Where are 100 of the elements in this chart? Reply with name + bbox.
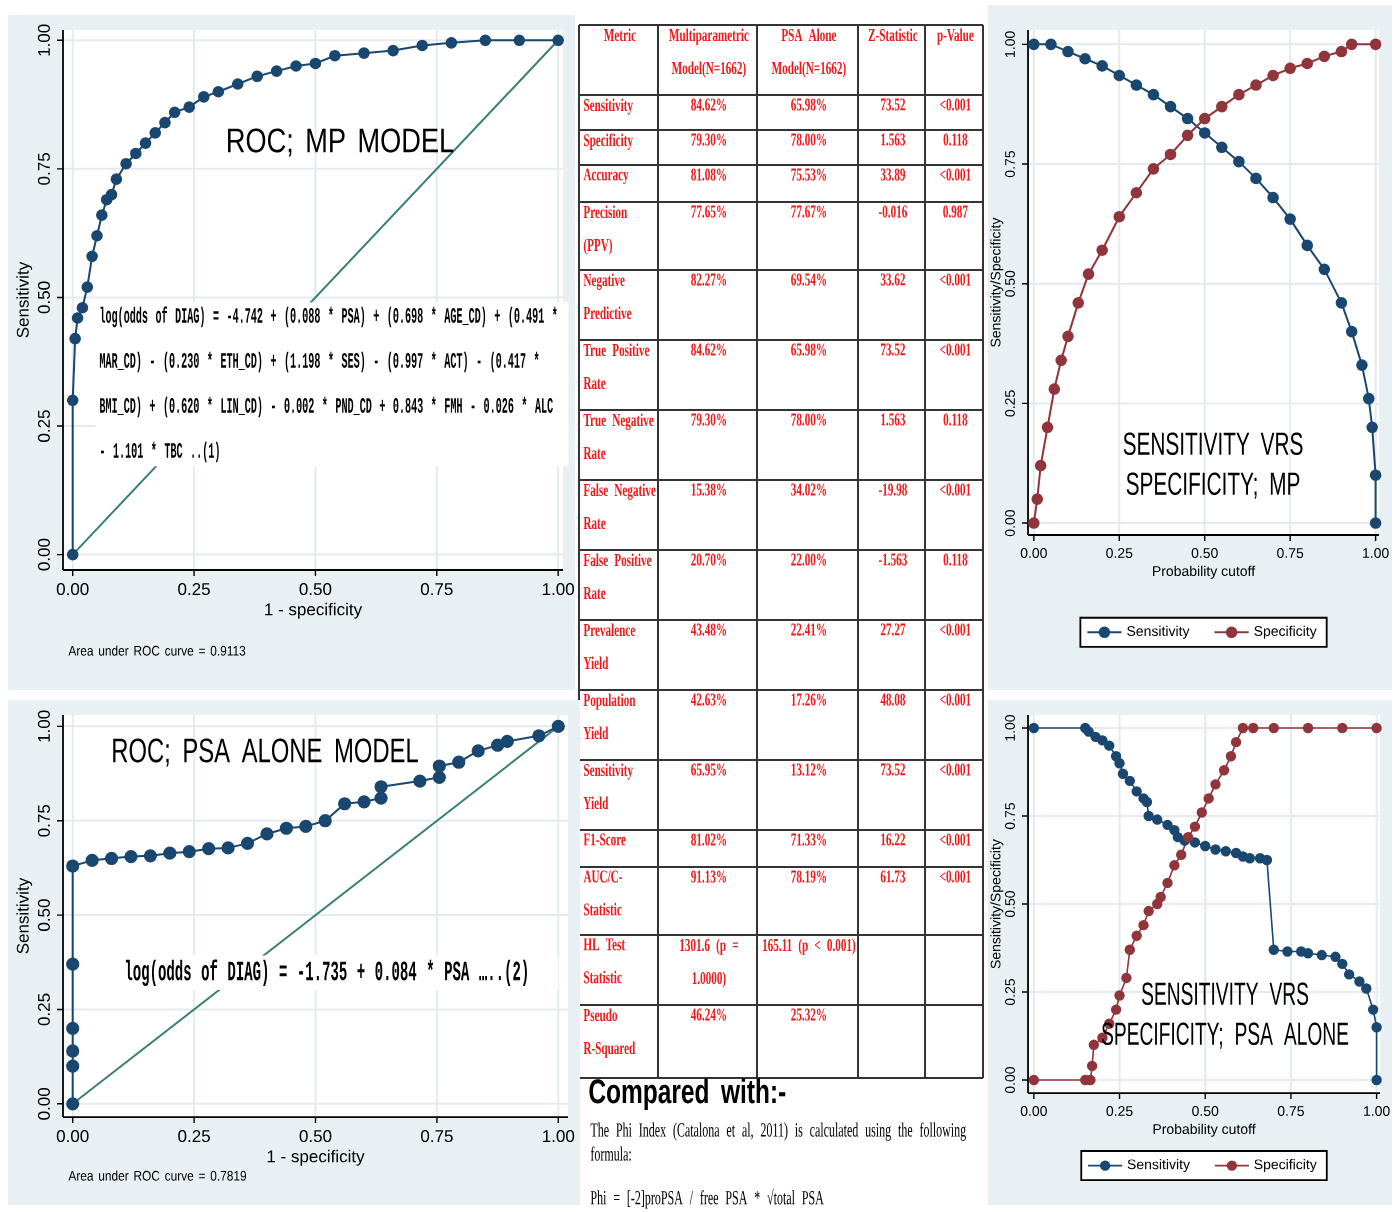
point bbox=[1028, 517, 1040, 529]
point bbox=[81, 281, 94, 293]
x-tick-label: 0.75 bbox=[421, 1130, 453, 1143]
text: <0.001 bbox=[940, 98, 971, 111]
text: 46.24% bbox=[690, 1008, 727, 1021]
point bbox=[1335, 45, 1348, 58]
category-label: Pseudo R-Squared bbox=[583, 1008, 636, 1058]
point bbox=[1237, 722, 1249, 734]
point bbox=[1371, 722, 1382, 734]
text: Area under ROC curve = 0.7819 bbox=[68, 1170, 247, 1181]
x-tick-label: 0.75 bbox=[1277, 548, 1304, 558]
point bbox=[96, 209, 108, 221]
category-label: Sensitivity Yield bbox=[583, 763, 633, 810]
text: Phi = [-2]proPSA / free PSA * √total PSA bbox=[590, 1188, 824, 1209]
x-tick-label: 0.00 bbox=[1020, 548, 1047, 558]
point bbox=[309, 57, 322, 70]
text: 0.118 bbox=[943, 553, 968, 566]
point bbox=[1113, 210, 1126, 223]
text: -1.563 bbox=[878, 553, 907, 566]
text: 84.62% bbox=[691, 98, 727, 111]
point bbox=[471, 744, 485, 758]
x-tick-label: 1.00 bbox=[542, 583, 575, 596]
point bbox=[71, 312, 84, 324]
point bbox=[1130, 186, 1143, 199]
y-tick-label: 0.50 bbox=[37, 899, 50, 931]
text: 33.89 bbox=[880, 168, 906, 181]
point bbox=[1284, 62, 1296, 75]
point bbox=[1147, 88, 1160, 101]
point bbox=[1361, 983, 1372, 994]
legend-label: Sensitivity bbox=[1127, 625, 1190, 639]
point bbox=[1045, 38, 1057, 51]
point bbox=[1096, 60, 1108, 72]
text: 65.98% bbox=[791, 343, 827, 356]
point bbox=[413, 774, 427, 788]
point bbox=[1216, 141, 1228, 154]
point bbox=[1354, 976, 1365, 987]
category-label: p-Value bbox=[937, 28, 974, 45]
text: 79.30% bbox=[691, 133, 727, 146]
point bbox=[1176, 849, 1187, 860]
category-label: False Negative Rate bbox=[583, 483, 656, 530]
point bbox=[1131, 786, 1142, 797]
point bbox=[1124, 775, 1136, 787]
point bbox=[1250, 79, 1262, 91]
text: -0.016 bbox=[878, 205, 908, 218]
point bbox=[1143, 905, 1154, 917]
point bbox=[197, 91, 210, 103]
point bbox=[552, 34, 564, 47]
text: 65.95% bbox=[691, 763, 727, 776]
y-tick-label: 0.75 bbox=[37, 153, 50, 185]
point bbox=[76, 301, 89, 314]
text: <0.001 bbox=[940, 168, 971, 181]
point bbox=[251, 70, 263, 83]
point bbox=[329, 49, 341, 62]
point bbox=[66, 548, 79, 561]
text: 34.02% bbox=[791, 483, 827, 496]
point bbox=[139, 137, 152, 149]
point bbox=[1162, 877, 1173, 889]
point bbox=[66, 1044, 80, 1058]
point bbox=[159, 116, 171, 129]
point bbox=[221, 841, 235, 855]
category-label: Negative Predictive bbox=[583, 273, 632, 320]
point bbox=[1203, 793, 1214, 804]
point bbox=[1088, 1039, 1100, 1051]
point bbox=[1079, 52, 1091, 65]
point bbox=[1335, 297, 1348, 309]
x-axis-title: Probability cutoff bbox=[1153, 565, 1256, 579]
point bbox=[1369, 469, 1382, 481]
text: 27.27 bbox=[880, 623, 906, 636]
point bbox=[1169, 860, 1180, 871]
y-axis-title: Sensitivity bbox=[16, 261, 33, 338]
point bbox=[1113, 69, 1126, 82]
point bbox=[1141, 796, 1153, 808]
point bbox=[1086, 1060, 1098, 1072]
y-tick-label: 0.75 bbox=[1005, 151, 1015, 178]
text: 79.30% bbox=[691, 413, 727, 426]
point bbox=[1110, 1004, 1122, 1015]
point bbox=[1131, 930, 1142, 941]
text: 0.118 bbox=[943, 413, 968, 426]
point bbox=[240, 836, 255, 850]
x-axis-title: Probability cutoff bbox=[1153, 1123, 1256, 1137]
point bbox=[1152, 814, 1163, 825]
point bbox=[1143, 810, 1154, 822]
y-tick-label: 0.00 bbox=[1005, 509, 1015, 537]
point bbox=[1362, 392, 1375, 405]
point bbox=[416, 39, 429, 52]
point bbox=[104, 851, 119, 866]
point bbox=[1250, 172, 1262, 185]
point bbox=[1345, 325, 1358, 338]
point bbox=[1244, 853, 1255, 864]
text: 78.00% bbox=[791, 133, 827, 146]
y-axis-title: Sensitivity/Specificity bbox=[990, 217, 1004, 347]
text: 16.22 bbox=[881, 833, 906, 846]
text: Compared with:- bbox=[589, 1078, 786, 1111]
point bbox=[1248, 722, 1259, 734]
point bbox=[1114, 990, 1125, 1001]
y-tick-label: 0.50 bbox=[1005, 890, 1015, 918]
legend-label: Specificity bbox=[1254, 625, 1317, 639]
point bbox=[110, 173, 123, 185]
point bbox=[66, 394, 79, 407]
point bbox=[532, 729, 546, 743]
